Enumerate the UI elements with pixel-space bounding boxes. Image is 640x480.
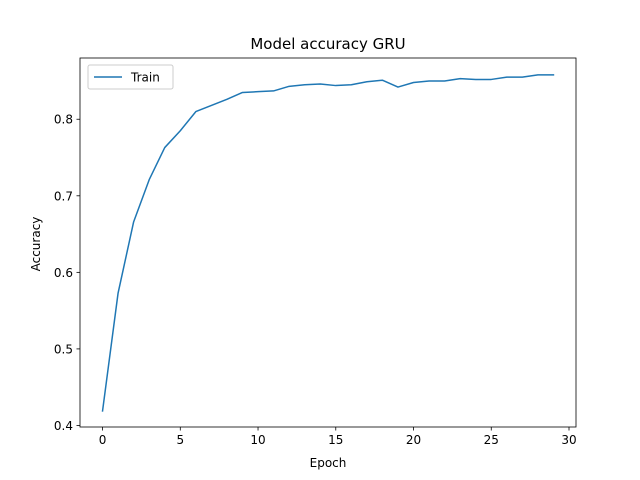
series-line-train	[101, 74, 555, 412]
x-axis-label: Epoch	[310, 456, 347, 470]
y-tick-label: 0.5	[54, 342, 73, 356]
chart-title: Model accuracy GRU	[250, 35, 405, 53]
x-tick-label: 30	[561, 433, 576, 447]
x-tick-label: 15	[328, 433, 343, 447]
y-axis-label: Accuracy	[29, 217, 43, 272]
y-tick-label: 0.4	[54, 419, 73, 433]
plot-area: 0 5 10 15 20 25 30 0.4 0.5 0.6 0.7 0.8 Train	[54, 57, 577, 447]
y-tick-label: 0.7	[54, 189, 73, 203]
y-tick-label: 0.8	[54, 113, 73, 127]
x-tick-label: 10	[250, 433, 265, 447]
x-tick-label: 0	[99, 433, 107, 447]
x-tick-label: 25	[484, 433, 499, 447]
x-tick-label: 5	[176, 433, 184, 447]
axes-frame	[79, 57, 577, 428]
legend-label: Train	[130, 71, 160, 85]
legend-box	[87, 64, 174, 90]
y-tick-label: 0.6	[54, 266, 73, 280]
x-tick-label: 20	[406, 433, 421, 447]
